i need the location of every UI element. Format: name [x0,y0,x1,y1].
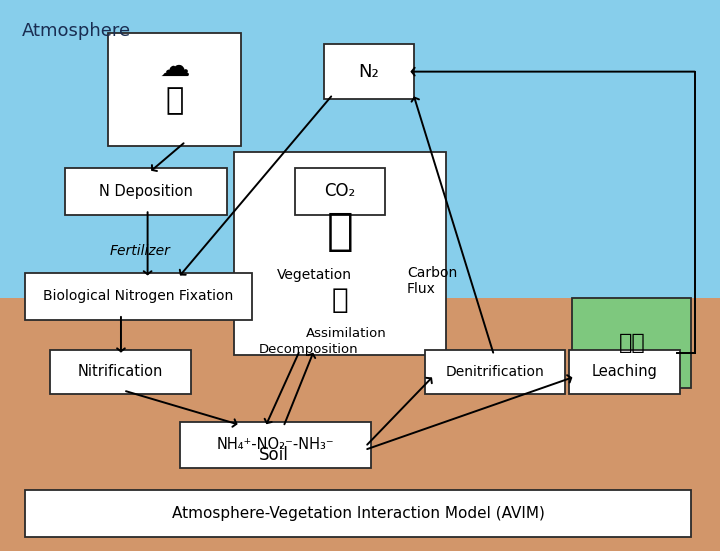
Text: Biological Nitrogen Fixation: Biological Nitrogen Fixation [43,289,234,303]
Text: ☁
🌧: ☁ 🌧 [159,53,190,115]
Text: Carbon
Flux: Carbon Flux [407,266,457,296]
FancyBboxPatch shape [569,350,680,394]
Text: NH₄⁺-NO₂⁻-NH₃⁻: NH₄⁺-NO₂⁻-NH₃⁻ [217,437,334,452]
Text: CO₂: CO₂ [325,182,356,201]
Text: Assimilation: Assimilation [306,327,387,340]
FancyBboxPatch shape [324,44,414,99]
FancyBboxPatch shape [25,273,252,320]
Text: N₂: N₂ [359,63,379,80]
Text: Vegetation: Vegetation [277,268,352,283]
FancyBboxPatch shape [572,298,691,388]
Text: Decomposition: Decomposition [259,343,359,356]
Bar [0,298,720,551]
FancyBboxPatch shape [425,350,565,394]
FancyBboxPatch shape [65,168,227,215]
FancyBboxPatch shape [180,422,371,468]
FancyBboxPatch shape [25,490,691,537]
Text: Soil: Soil [258,446,289,463]
FancyBboxPatch shape [295,168,385,215]
Text: Fertilizer: Fertilizer [110,244,171,258]
Bar [0,0,720,298]
FancyBboxPatch shape [234,152,446,355]
Text: N Deposition: N Deposition [99,184,193,199]
Text: 🏔🌊: 🏔🌊 [618,333,645,353]
Text: 🌿: 🌿 [327,210,354,253]
Text: Atmosphere: Atmosphere [22,22,131,40]
FancyBboxPatch shape [108,33,241,146]
Text: Denitrification: Denitrification [446,365,544,379]
FancyBboxPatch shape [50,350,191,394]
Text: 🌱: 🌱 [332,286,348,314]
Text: Atmosphere-Vegetation Interaction Model (AVIM): Atmosphere-Vegetation Interaction Model … [172,506,544,521]
Text: Nitrification: Nitrification [78,364,163,380]
Text: Leaching: Leaching [592,364,657,380]
